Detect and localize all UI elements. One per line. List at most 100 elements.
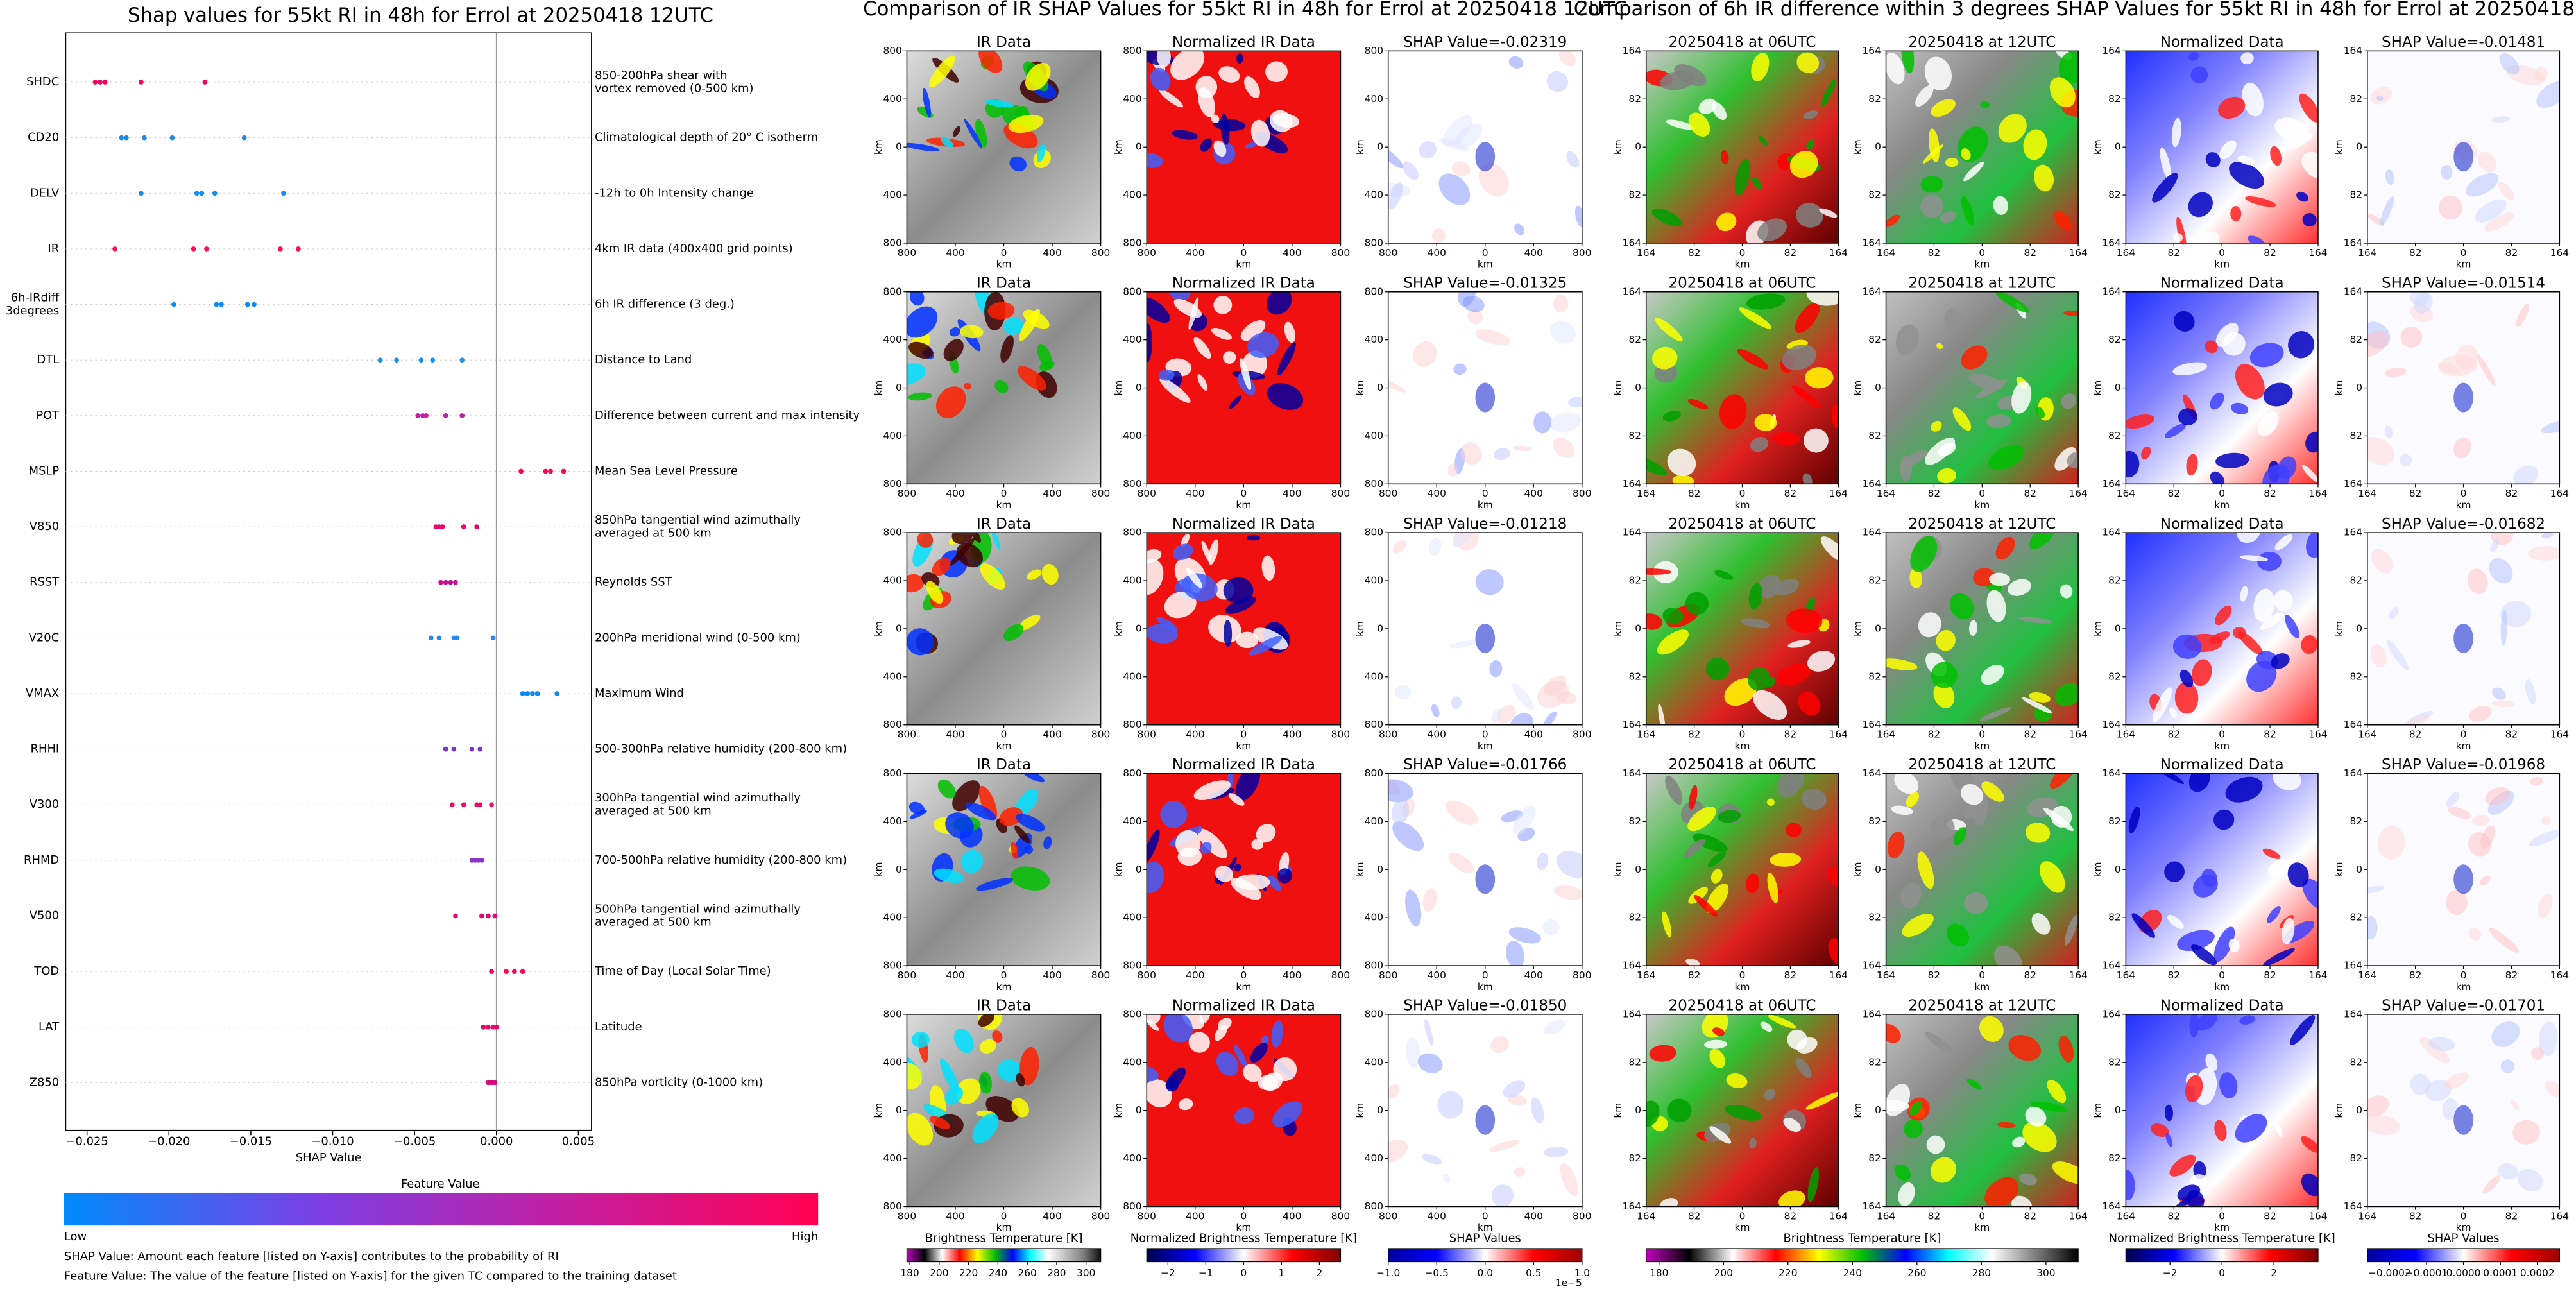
image-texture — [2285, 615, 2300, 639]
image-texture — [2257, 551, 2282, 572]
image-texture — [1764, 676, 1775, 687]
image-texture — [1027, 569, 1042, 580]
x-tick-label: 0 — [2219, 969, 2225, 981]
y-tick-label: 0 — [1377, 382, 1383, 393]
image-texture — [2186, 454, 2198, 475]
image-texture — [1981, 664, 2004, 685]
image-texture — [1267, 291, 1292, 315]
image-texture — [2214, 1120, 2227, 1141]
y-tick-label: 0 — [2115, 141, 2121, 153]
image-texture — [1000, 335, 1014, 363]
y-tick-label: 0 — [1875, 141, 1881, 153]
feature-description: 6h IR difference (3 deg.) — [595, 298, 735, 311]
x-tick-label: 800 — [898, 729, 916, 740]
image-texture — [929, 1116, 950, 1129]
y-tick-label: 0 — [2115, 864, 2121, 875]
y-tick-label: 0 — [1875, 382, 1881, 393]
image-texture — [1789, 776, 1797, 796]
image-texture — [1277, 868, 1293, 884]
image-texture — [2438, 355, 2478, 377]
y-tick-label: 0 — [1136, 382, 1142, 393]
x-tick-label: 164 — [1877, 1210, 1895, 1222]
image-texture — [1156, 617, 1178, 631]
shap-point — [439, 524, 445, 529]
image — [1147, 1014, 1341, 1207]
image-texture — [1170, 291, 1191, 301]
shap-point — [394, 357, 399, 363]
image-texture — [2219, 1072, 2238, 1098]
image-texture — [1710, 869, 1723, 884]
image-texture — [1718, 810, 1741, 823]
image-texture — [1388, 779, 1413, 803]
y-axis-label: km — [2092, 380, 2103, 396]
x-tick-label: 800 — [1379, 729, 1397, 740]
image-texture — [1197, 828, 1228, 858]
y-axis-label: km — [873, 862, 884, 877]
x-tick-label: 0 — [1240, 969, 1247, 981]
x-tick-label: 400 — [1043, 247, 1061, 259]
image-texture — [2367, 1114, 2400, 1136]
image — [1388, 773, 1582, 966]
shap-point — [489, 802, 494, 808]
image-texture — [1709, 1048, 1726, 1068]
feature-description: Difference between current and max inten… — [595, 409, 860, 422]
image-texture — [1789, 151, 1818, 178]
shap-point — [561, 468, 567, 474]
image-texture — [1988, 445, 2024, 470]
y-tick-label: 164 — [2102, 767, 2120, 779]
shap-point — [278, 246, 283, 252]
feature-label: IR — [47, 242, 59, 255]
x-tick-label: 164 — [2358, 729, 2376, 740]
image-texture — [2141, 446, 2151, 460]
image-texture — [1452, 533, 1476, 548]
x-tick-label: 82 — [2264, 488, 2276, 499]
y-tick-label: 164 — [2102, 527, 2120, 538]
x-tick-label: 400 — [1043, 1210, 1061, 1222]
image-texture — [907, 1113, 934, 1146]
image-texture — [2061, 393, 2077, 409]
y-tick-label: 800 — [1123, 1008, 1141, 1020]
image-texture — [1886, 1100, 1909, 1112]
panel-title: 20250418 at 12UTC — [1908, 756, 2056, 773]
image-texture — [2054, 683, 2079, 706]
image-texture — [1388, 182, 1403, 210]
image-texture — [1689, 785, 1698, 810]
image-texture — [1272, 1101, 1302, 1127]
image — [1388, 291, 1582, 484]
y-axis-label: km — [1113, 139, 1124, 155]
y-tick-label: 164 — [1863, 767, 1881, 779]
y-tick-label: 164 — [1863, 478, 1881, 490]
image-texture — [1909, 568, 1922, 589]
image-texture — [2305, 431, 2318, 453]
x-tick-label: 82 — [1928, 1210, 1941, 1222]
feature-label: V850 — [30, 520, 59, 533]
shap-point — [443, 579, 448, 585]
y-axis-label: km — [2333, 380, 2345, 396]
image-texture — [1724, 1104, 1762, 1121]
panel-title: Normalized Data — [2160, 34, 2284, 51]
colorbar-label: Brightness Temperature [K] — [1783, 1232, 1941, 1245]
colorbar-label: SHAP Values — [1449, 1232, 1521, 1245]
shap-point — [252, 302, 257, 307]
panel-title: Normalized Data — [2160, 756, 2284, 773]
image-texture — [2419, 1037, 2450, 1063]
image-texture — [907, 574, 925, 593]
image-texture — [1739, 307, 1772, 329]
x-tick-label: 800 — [1331, 247, 1350, 259]
x-tick-label: 400 — [1283, 247, 1301, 259]
feature-description: 700-500hPa relative humidity (200-800 km… — [595, 853, 847, 867]
image-texture — [2510, 1099, 2520, 1110]
image-texture — [2258, 411, 2279, 437]
x-tick-label: 82 — [2264, 247, 2276, 259]
image-texture — [2195, 1014, 2217, 1031]
x-tick-label: 0 — [1482, 969, 1488, 981]
image-texture — [2034, 164, 2054, 192]
y-tick-label: 164 — [2344, 237, 2362, 248]
image-texture — [2476, 354, 2496, 386]
image-texture — [1886, 1023, 1901, 1043]
image-texture — [1754, 414, 1777, 431]
image-texture — [2513, 465, 2539, 484]
x-tick-label: 82 — [2505, 1210, 2518, 1222]
image-texture — [1915, 85, 1934, 107]
image-texture — [1556, 851, 1582, 879]
